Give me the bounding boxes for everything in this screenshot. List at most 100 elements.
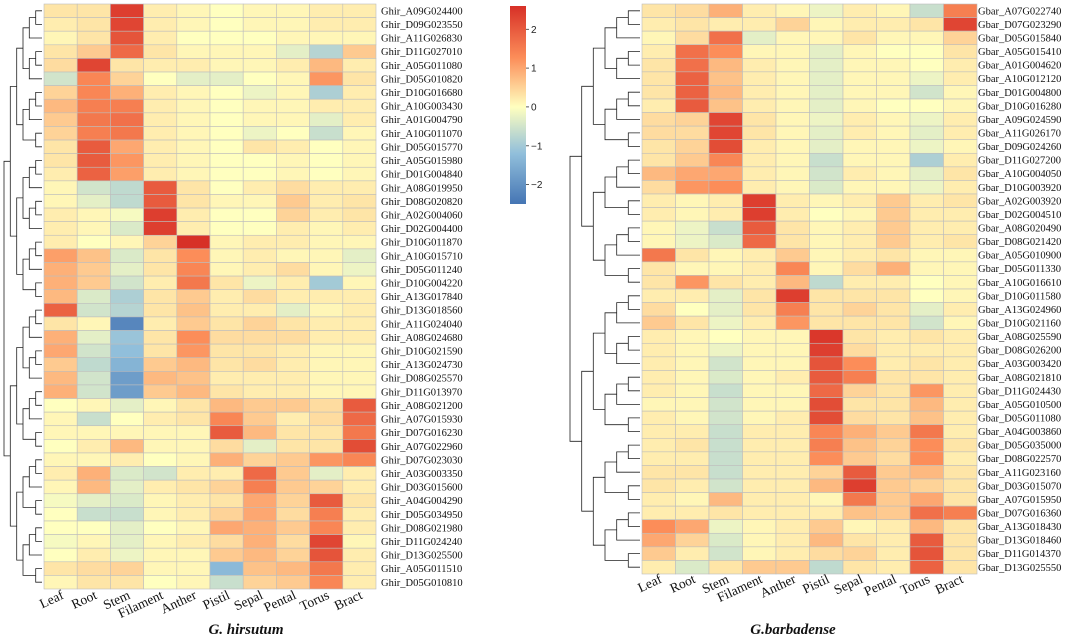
barbadense-gene-label: Gbar_A03G003420 [978,359,1061,370]
hirsutum-sample-label: Pental [261,587,298,615]
hirsutum-cell [176,180,211,195]
hirsutum-cell [43,139,78,154]
hirsutum-cell [309,561,344,576]
hirsutum-gene-label: Ghir_D02G004400 [381,224,463,235]
hirsutum-cell [242,275,277,290]
hirsutum-dendrogram-branch [35,527,42,542]
hirsutum-cell [342,479,377,495]
barbadense-cell [742,152,777,168]
barbadense-cell [909,247,944,263]
barbadense-gene-label: Gbar_A13G024960 [978,305,1061,316]
barbadense-cell [641,71,676,86]
barbadense-cell [842,17,877,32]
hirsutum-dendrogram-branch [28,207,42,229]
hirsutum-gene-label: Ghir_A03G003350 [381,469,463,480]
hirsutum-cell [176,275,211,290]
hirsutum-cell [176,575,211,590]
hirsutum-gene-label: Ghir_A07G022960 [381,442,463,453]
hirsutum-cell [110,221,144,236]
hirsutum-cell [242,316,277,331]
hirsutum-cell [209,289,244,304]
hirsutum-dendrogram-branch [28,17,42,39]
hirsutum-cell [309,425,344,440]
hirsutum-cell [209,534,244,549]
hirsutum-cell [242,17,277,32]
hirsutum-cell [176,58,211,73]
barbadense-cell [876,207,911,222]
barbadense-cell [675,112,710,127]
hirsutum-cell [242,357,277,372]
hirsutum-gene-label: Ghir_D10G021590 [381,347,463,358]
barbadense-cell [943,342,978,358]
hirsutum-cell [176,439,211,454]
hirsutum-cell [209,17,244,32]
hirsutum-cell [110,466,144,481]
hirsutum-cell [76,221,111,236]
hirsutum-cell [309,207,344,222]
barbadense-gene-label: Gbar_A05G015410 [978,47,1061,58]
barbadense-cell [943,519,978,534]
barbadense-dendrogram-branch [592,332,605,410]
hirsutum-cell [342,302,377,318]
barbadense-cell [742,546,777,561]
hirsutum-cell [43,194,78,209]
hirsutum-cell [143,316,178,331]
hirsutum-cell [110,275,144,290]
hirsutum-dendrogram-branch [35,241,42,257]
barbadense-cell [876,17,911,32]
hirsutum-cell [276,452,310,467]
barbadense-cell [876,275,911,290]
hirsutum-cell [143,330,178,345]
hirsutum-cell [209,371,244,386]
barbadense-sample-label: Torus [898,571,932,598]
barbadense-cell [809,410,844,426]
hirsutum-cell [242,112,277,127]
barbadense-cell [876,329,911,344]
barbadense-cell [943,505,978,521]
barbadense-cell [943,234,978,249]
barbadense-cell [675,166,710,181]
barbadense-dendrogram-branch [627,159,640,174]
hirsutum-cell [276,58,310,73]
barbadense-gene-labels: Gbar_A07G022740 Gbar_D07G023290 Gbar_D05G0… [978,6,1061,573]
hirsutum-dendrogram-branch [35,568,42,583]
hirsutum-cell [242,547,277,563]
hirsutum-cell [143,262,178,277]
hirsutum-cell [276,262,310,277]
hirsutum-cell [276,44,310,59]
barbadense-sample-label: Pental [862,571,899,599]
barbadense-cell [943,166,978,181]
hirsutum-cell [176,561,211,576]
barbadense-cell [675,152,710,168]
hirsutum-cell [143,207,178,222]
hirsutum-cell [43,44,78,59]
barbadense-cell [775,451,810,466]
barbadense-cell [708,125,743,141]
hirsutum-cell [143,384,178,399]
barbadense-sample-label: Bract [933,571,966,597]
hirsutum-cell [143,575,178,590]
hirsutum-cell [309,439,344,454]
hirsutum-cell [209,207,244,222]
hirsutum-cell [209,126,244,141]
barbadense-cell [909,465,944,480]
hirsutum-cell [143,357,178,372]
barbadense-cell [809,71,844,86]
hirsutum-cell [143,302,178,318]
barbadense-sample-label: Anther [758,571,799,601]
barbadense-dendrogram-branch [627,417,640,432]
barbadense-cell [742,560,777,575]
hirsutum-cell [43,85,78,100]
barbadense-dendrogram-branch [616,17,640,39]
hirsutum-cell [276,520,310,535]
barbadense-cell [675,57,710,73]
hirsutum-cell [309,234,344,250]
barbadense-cell [909,98,944,113]
barbadense-cell [809,478,844,493]
hirsutum-cell [76,85,111,100]
hirsutum-gene-label: Ghir_D07G023030 [381,455,463,466]
barbadense-cell [641,383,676,398]
hirsutum-cell [110,180,144,195]
hirsutum-cell [276,425,310,440]
barbadense-cell [876,220,911,236]
